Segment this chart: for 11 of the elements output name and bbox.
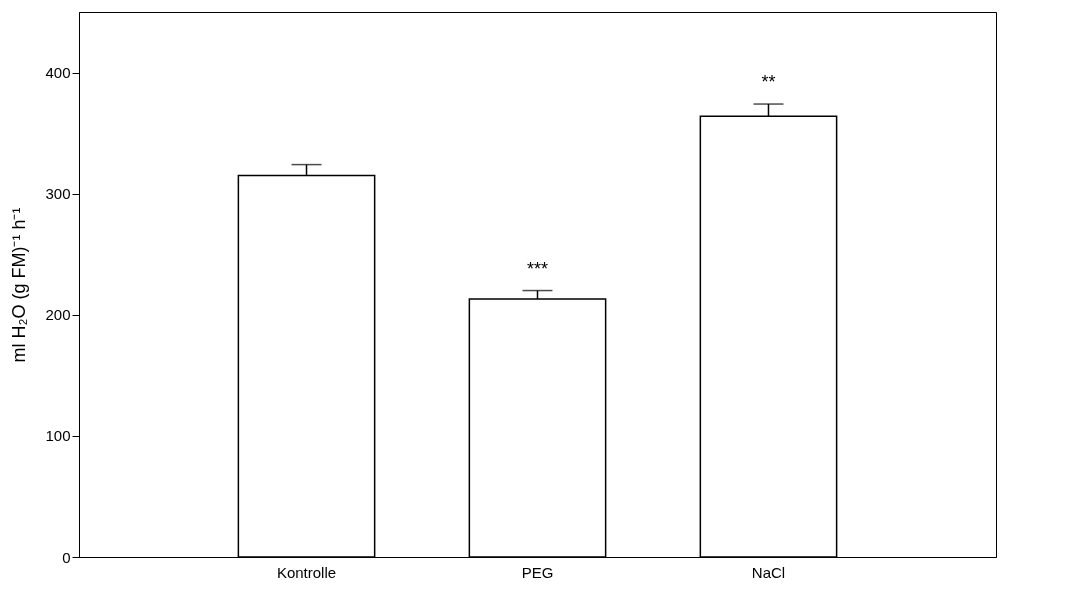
x-tick-label: NaCl — [751, 563, 786, 581]
y-tick-label: 100 — [45, 427, 71, 445]
x-tick-label: PEG — [521, 563, 554, 581]
x-tick-label: Kontrolle — [276, 563, 337, 581]
y-tick-label: 300 — [45, 185, 71, 203]
y-tick-label: 400 — [45, 64, 71, 82]
y-tick-label: 0 — [62, 548, 71, 566]
annotation: *** — [526, 258, 549, 279]
y-axis-title: ml H₂O (g FM)⁻¹ h⁻¹ — [9, 207, 30, 363]
annotation: ** — [761, 72, 776, 93]
y-tick-label: 200 — [45, 306, 71, 324]
